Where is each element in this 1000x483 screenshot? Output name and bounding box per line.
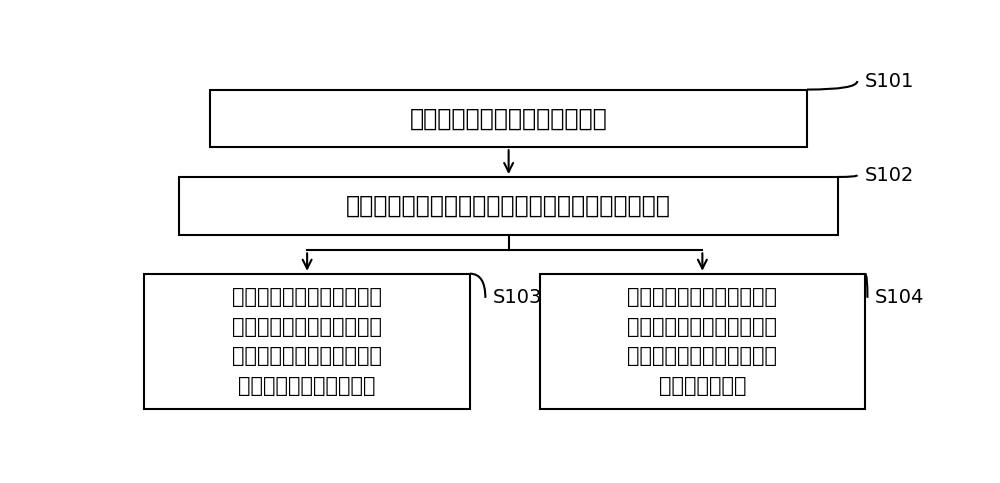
FancyBboxPatch shape [210, 89, 807, 147]
Text: S101: S101 [865, 71, 914, 90]
FancyBboxPatch shape [144, 274, 470, 410]
Text: S104: S104 [875, 288, 925, 307]
FancyBboxPatch shape [540, 274, 865, 410]
FancyBboxPatch shape [179, 177, 838, 235]
Text: 基于当前场景图像，确定用户端对应的三维位姿信息: 基于当前场景图像，确定用户端对应的三维位姿信息 [346, 194, 671, 218]
Text: S102: S102 [865, 166, 914, 185]
Text: 获取用户端拍摄的当前场景图像: 获取用户端拍摄的当前场景图像 [410, 106, 608, 130]
Text: S103: S103 [493, 288, 542, 307]
Text: 在三维位姿信息中的高度信
息在目标高度范围内的情况
下，将确定的三维位姿信息
作为对用户端的定位结果: 在三维位姿信息中的高度信 息在目标高度范围内的情况 下，将确定的三维位姿信息 作… [232, 287, 382, 396]
Text: 在三维位姿信息中的高度信
息不在目标高度范围内的情
况下，确定对用户端的定位
结果为定位失败: 在三维位姿信息中的高度信 息不在目标高度范围内的情 况下，确定对用户端的定位 结… [627, 287, 777, 396]
